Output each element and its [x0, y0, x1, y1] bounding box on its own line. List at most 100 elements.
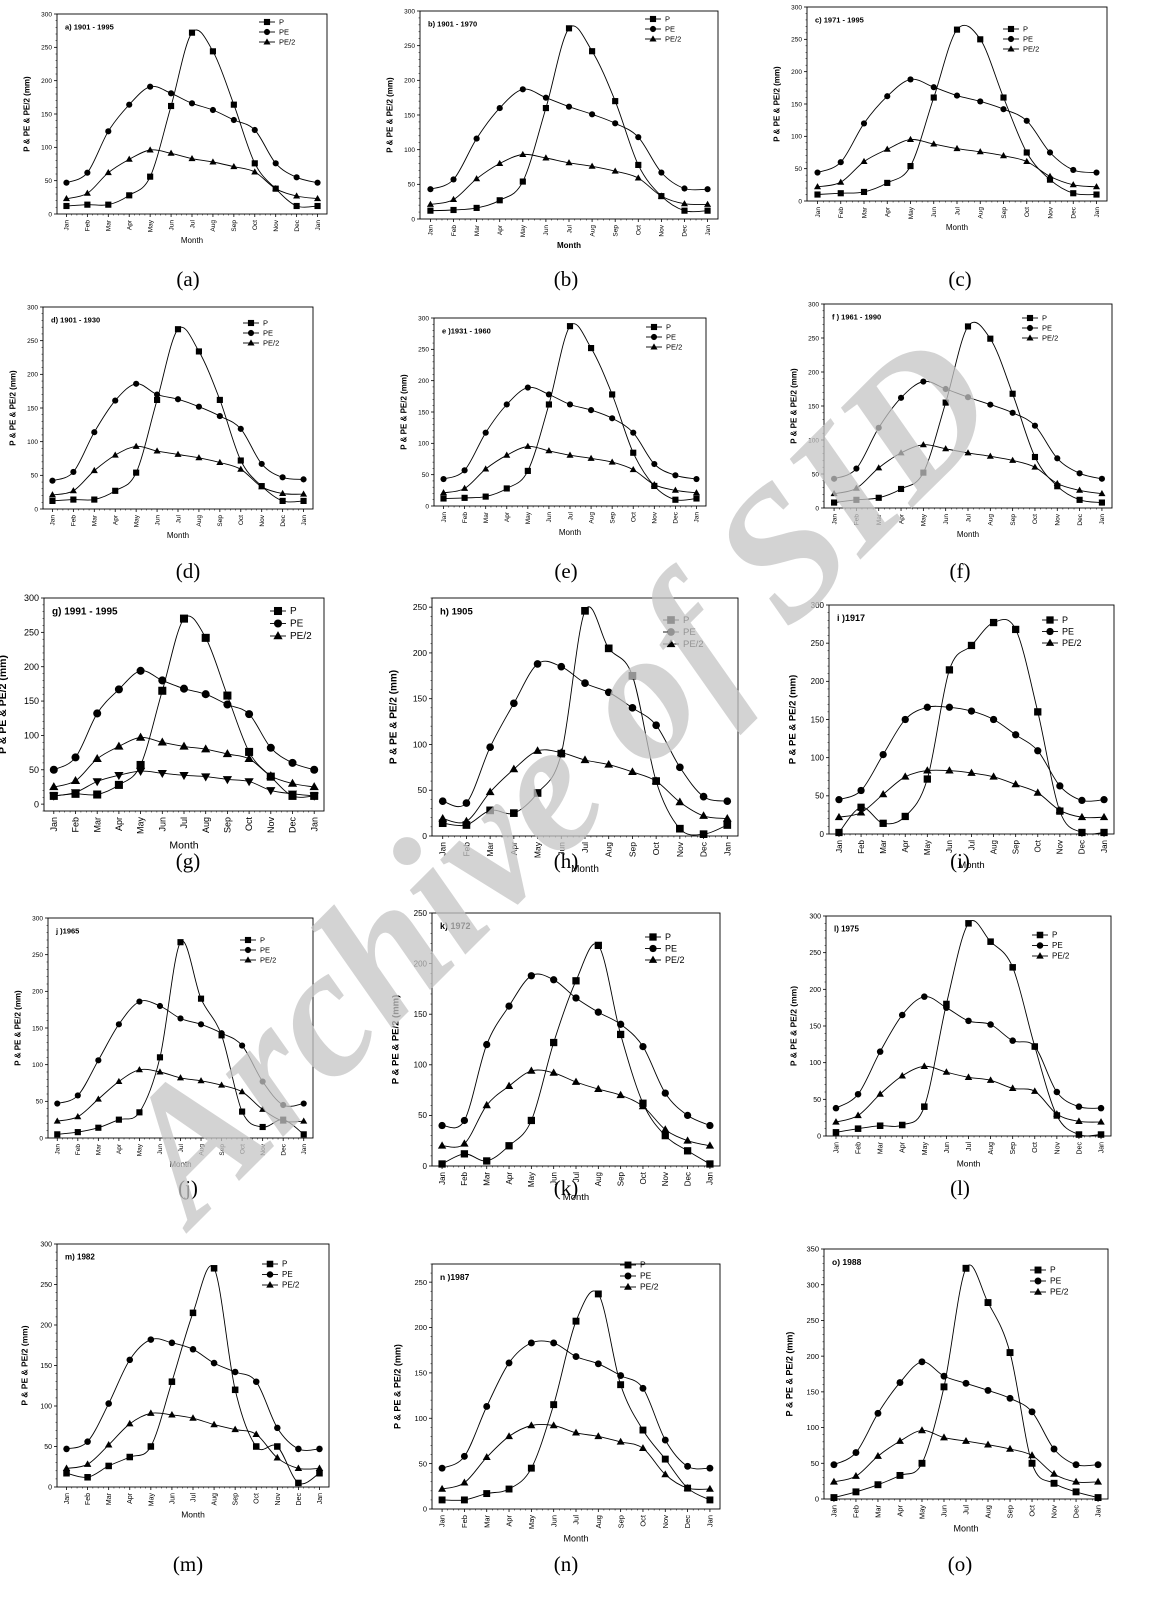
x-tick-label: Oct: [254, 1493, 261, 1504]
p-point: [609, 391, 616, 398]
series-pe-2: [48, 442, 308, 498]
x-tick-label: Feb: [451, 225, 458, 237]
y-tick-label: 0: [39, 1135, 43, 1142]
x-tick-label: Nov: [1055, 513, 1062, 525]
p-point: [706, 1496, 714, 1504]
pe-point: [852, 1449, 860, 1457]
pe-2-point: [237, 465, 245, 472]
x-tick-label: Sep: [627, 842, 637, 857]
x-tick-label: Aug: [988, 514, 995, 526]
x-tick-label: Jan: [1094, 207, 1101, 218]
pe-2-point: [1077, 812, 1087, 821]
pe-2-point: [830, 490, 838, 497]
legend-pe-2-point: [1026, 334, 1034, 341]
y-axis-label: P & PE & PE/2 (mm): [20, 1325, 30, 1405]
pe-2-point: [628, 767, 637, 775]
legend-label: P: [683, 615, 689, 626]
pe-2-point: [813, 183, 822, 190]
x-tick-label: Mar: [106, 1492, 113, 1505]
pe-point: [1078, 796, 1086, 805]
pe-2-point: [505, 1432, 514, 1440]
y-tick-label: 150: [414, 1369, 427, 1378]
pe-2-point: [132, 442, 140, 449]
p-point: [1070, 190, 1077, 197]
p-point: [1028, 1459, 1036, 1467]
pe-point: [1100, 796, 1108, 804]
p-point: [1097, 1131, 1105, 1138]
pe-2-point: [856, 808, 866, 816]
x-tick-label: Apr: [896, 1504, 905, 1516]
p-point: [179, 614, 189, 623]
legend-pe-2-point: [666, 639, 676, 648]
p-point: [1075, 1131, 1083, 1138]
x-tick-label: Sep: [616, 1171, 625, 1186]
pe-point: [965, 1017, 972, 1025]
pe-2-point: [571, 1077, 581, 1085]
p-point: [438, 819, 447, 828]
y-tick-label: 200: [32, 989, 43, 996]
x-tick-label: Jan: [55, 1144, 62, 1155]
p-point: [486, 806, 494, 815]
x-tick-label: Dec: [1078, 840, 1087, 854]
x-tick-label: Apr: [113, 514, 120, 525]
pe-2-point: [287, 778, 298, 787]
panel-title: h) 1905: [440, 606, 473, 617]
legend-p-point: [244, 936, 252, 944]
pe-2-point: [616, 1090, 625, 1099]
pe-2-point: [976, 148, 984, 155]
y-tick-label: 100: [404, 147, 415, 154]
pe-point: [879, 750, 887, 759]
p-point: [1050, 1479, 1058, 1487]
p-point: [572, 977, 580, 985]
pe-2-point: [671, 486, 679, 493]
pe-point: [921, 993, 928, 1000]
y-tick-label: 150: [808, 403, 819, 410]
p-point: [259, 1123, 266, 1131]
p-point: [482, 493, 489, 500]
x-axis-label: Month: [563, 1533, 588, 1543]
y-tick-label: 0: [815, 505, 819, 512]
panel-title: m) 1982: [65, 1253, 95, 1262]
x-tick-label: Jul: [954, 206, 961, 215]
legend-pe-point: [247, 329, 255, 337]
panel-title: a) 1901 - 1995: [65, 22, 114, 31]
x-tick-label: Jun: [168, 220, 175, 231]
p-point: [942, 399, 949, 406]
x-axis-label: Month: [167, 531, 189, 540]
x-axis-label: Month: [169, 840, 198, 852]
p-point: [1034, 708, 1042, 716]
legend-label: PE: [665, 943, 677, 953]
pe-point: [136, 998, 143, 1005]
p-point: [483, 1490, 491, 1498]
pe-point: [450, 176, 457, 183]
pe-2-point: [293, 192, 301, 199]
x-tick-label: Aug: [988, 1142, 995, 1155]
pe-2-point: [482, 1100, 491, 1109]
pe-2-point: [426, 200, 434, 207]
p-point: [54, 1131, 61, 1138]
y-tick-label: 50: [31, 473, 39, 480]
pe-2-point: [135, 732, 146, 741]
series-series-3: [49, 767, 319, 801]
x-tick-label: Feb: [854, 514, 861, 526]
pe-2-point: [837, 178, 845, 185]
pe-2-point: [1092, 183, 1101, 190]
x-tick-label: Oct: [636, 225, 643, 235]
p-point: [830, 1494, 838, 1502]
pe-point: [977, 98, 984, 105]
x-tick-label: Jan: [317, 1493, 324, 1504]
pe-point: [964, 394, 972, 401]
legend-pe-2-point: [648, 955, 658, 963]
y-tick-label: 150: [809, 1023, 821, 1030]
p-point: [136, 1109, 143, 1116]
legend-label: P: [1050, 1265, 1056, 1275]
p-point: [699, 830, 708, 838]
panel-caption: (l): [950, 1176, 970, 1200]
pe-2-point: [125, 155, 133, 162]
series-3-point: [70, 789, 81, 798]
y-axis-label: P & PE & PE/2 (mm): [23, 76, 32, 152]
p-point: [1009, 964, 1016, 971]
legend-pe-point: [244, 946, 252, 954]
x-tick-label: Jan: [64, 220, 71, 231]
p-point: [460, 1496, 468, 1504]
